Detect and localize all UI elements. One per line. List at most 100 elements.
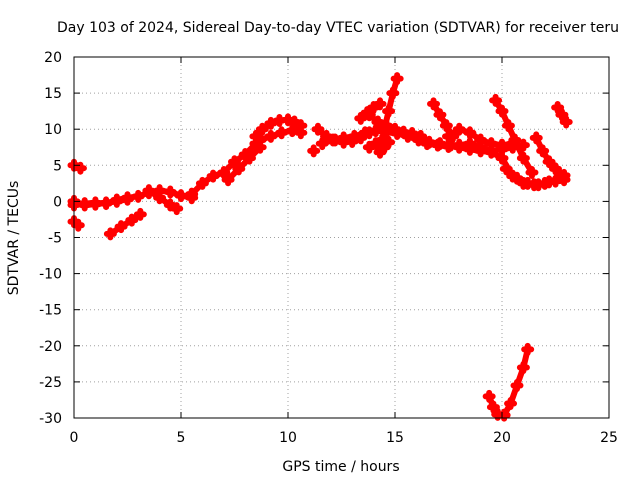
- y-tick-label: -15: [39, 303, 62, 319]
- x-tick-label: 0: [70, 430, 79, 446]
- data-point-marker: [510, 379, 524, 393]
- data-point-marker: [206, 169, 220, 183]
- data-point-marker: [452, 122, 466, 136]
- data-point-marker: [354, 111, 368, 125]
- data-point-marker: [362, 108, 376, 122]
- data-point-marker: [285, 124, 299, 138]
- data-point-marker: [347, 129, 361, 143]
- data-point-marker: [529, 131, 543, 145]
- data-series-26: [482, 342, 535, 422]
- data-point-marker: [463, 142, 477, 156]
- data-point-marker: [442, 129, 455, 143]
- data-point-marker: [420, 137, 434, 151]
- data-series-9: [253, 124, 308, 147]
- data-point-marker: [195, 176, 209, 190]
- data-point-marker: [439, 119, 453, 133]
- data-point-marker: [153, 191, 167, 205]
- data-point-marker: [307, 144, 321, 158]
- data-point-marker: [228, 155, 241, 169]
- data-series-24: [529, 131, 571, 182]
- data-point-marker: [516, 138, 530, 152]
- data-point-marker: [452, 140, 466, 154]
- data-point-marker: [442, 140, 455, 154]
- y-axis-label: SDTVAR / TECUs: [6, 181, 22, 296]
- data-point-marker: [88, 197, 102, 211]
- y-tick-label: -20: [39, 339, 62, 355]
- data-point-marker: [482, 389, 496, 403]
- y-tick-label: -10: [39, 267, 62, 283]
- data-point-marker: [170, 202, 184, 216]
- data-series-25: [551, 101, 573, 129]
- data-point-marker: [531, 178, 545, 192]
- data-point-marker: [551, 101, 565, 115]
- x-tick-label: 15: [386, 430, 404, 446]
- data-point-marker: [73, 161, 87, 175]
- data-point-marker: [311, 122, 325, 136]
- data-point-marker: [474, 144, 488, 158]
- data-point-marker: [99, 196, 113, 210]
- data-point-marker: [121, 192, 134, 206]
- data-point-marker: [232, 162, 246, 176]
- data-point-marker: [78, 198, 92, 212]
- data-point-marker: [382, 104, 396, 118]
- data-point-marker: [367, 101, 381, 115]
- x-tick-label: 20: [493, 430, 511, 446]
- data-point-marker: [275, 126, 289, 140]
- data-series-10: [307, 144, 321, 158]
- data-point-marker: [373, 97, 387, 111]
- data-point-marker: [294, 126, 308, 140]
- y-tick-label: -5: [48, 231, 62, 247]
- y-tick-label: 10: [44, 122, 62, 138]
- data-point-marker: [358, 126, 372, 140]
- data-point-marker: [555, 108, 569, 122]
- data-point-marker: [495, 138, 509, 152]
- data-point-marker: [315, 137, 329, 151]
- data-series-6: [185, 137, 263, 201]
- data-point-marker: [557, 168, 571, 182]
- data-point-marker: [163, 198, 177, 212]
- data-point-marker: [521, 342, 535, 356]
- data-point-marker: [474, 133, 488, 147]
- data-point-marker: [320, 129, 334, 143]
- data-point-marker: [499, 162, 513, 176]
- data-point-marker: [405, 127, 419, 141]
- data-series-23: [499, 162, 567, 192]
- series-trace: [225, 144, 264, 183]
- data-point-marker: [371, 115, 385, 129]
- data-point-marker: [516, 151, 530, 165]
- axis-ticks: [73, 56, 610, 419]
- data-point-marker: [71, 218, 85, 232]
- y-tick-label: 5: [53, 158, 62, 174]
- data-point-marker: [536, 144, 550, 158]
- data-point-marker: [253, 133, 267, 147]
- data-point-marker: [504, 397, 518, 411]
- data-point-marker: [386, 86, 400, 100]
- data-series-14: [362, 133, 389, 154]
- data-series-1: [67, 215, 85, 232]
- data-point-marker: [125, 213, 139, 227]
- data-series-0: [67, 158, 87, 175]
- data-point-marker: [377, 122, 391, 136]
- data-point-marker: [185, 187, 199, 201]
- data-point-marker: [163, 185, 177, 199]
- data-point-marker: [287, 115, 301, 129]
- grid: [74, 57, 609, 418]
- data-series-15: [373, 135, 396, 159]
- data-point-marker: [463, 126, 477, 140]
- data-point-marker: [390, 72, 404, 86]
- data-point-marker: [549, 162, 562, 176]
- y-tick-label: 15: [44, 86, 62, 102]
- data-point-marker: [508, 133, 522, 147]
- x-tick-label: 10: [279, 430, 297, 446]
- data-point-marker: [114, 220, 128, 234]
- series-trace: [381, 75, 401, 133]
- data-point-marker: [489, 93, 503, 107]
- data-point-marker: [174, 189, 188, 203]
- data-point-marker: [382, 135, 396, 149]
- x-tick-labels: 0 5 10 15 20 25: [70, 430, 618, 446]
- data-point-marker: [397, 125, 411, 139]
- data-point-marker: [542, 155, 556, 169]
- data-point-marker: [131, 189, 145, 203]
- data-point-marker: [559, 115, 573, 129]
- data-point-marker: [484, 145, 498, 159]
